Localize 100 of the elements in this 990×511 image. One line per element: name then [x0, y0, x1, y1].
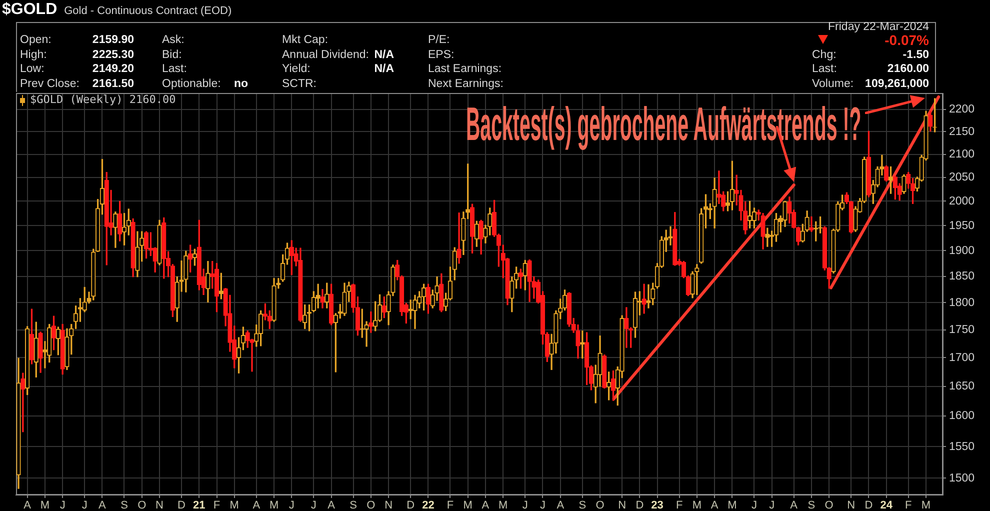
candlestick [809, 216, 814, 232]
x-tick-label: A [482, 500, 490, 511]
x-tick-label: O [824, 500, 834, 511]
y-tick-label: 1950 [949, 220, 975, 232]
candlestick [694, 264, 700, 295]
x-tick-label: O [596, 500, 605, 511]
text: Mkt Cap: [282, 32, 328, 46]
legend-label: $GOLD (Weekly) 2160.00 [30, 93, 176, 106]
candlestick [456, 212, 462, 264]
x-tick-label: S [350, 500, 357, 511]
x-tick-label: F [676, 500, 683, 511]
text: Bid: [162, 48, 182, 62]
text: High: [20, 48, 47, 62]
text: Open: [20, 32, 52, 46]
x-tick-label: 24 [880, 500, 894, 511]
text: -1.50 [902, 48, 929, 62]
x-tick-label: D [406, 500, 415, 511]
x-tick-label: J [769, 500, 775, 511]
text: 2160.00 [887, 62, 929, 76]
text: EPS: [428, 48, 454, 62]
text: 2225.30 [92, 48, 134, 62]
x-tick-label: J [751, 500, 757, 511]
y-tick-label: 2000 [949, 195, 975, 208]
text: Volume: [812, 76, 854, 90]
x-tick-label: A [710, 500, 719, 511]
text: Chg: [812, 48, 836, 62]
y-tick-label: 2100 [949, 148, 975, 160]
x-tick-label: J [288, 500, 294, 511]
text: Low: [20, 62, 44, 76]
x-tick-label: S [808, 500, 816, 511]
y-tick-label: 2150 [949, 126, 975, 138]
x-tick-label: J [540, 500, 546, 511]
text: Annual Dividend: [282, 48, 369, 62]
chart-subtitle: Gold - Continuous Contract (EOD) [64, 5, 232, 17]
x-tick-label: N [847, 500, 856, 511]
y-tick-label: 1900 [949, 244, 975, 257]
y-tick-label: 1800 [949, 296, 975, 309]
x-tick-label: A [790, 500, 798, 511]
text: Yield: [282, 62, 310, 76]
x-tick-label: M [921, 500, 931, 511]
candlestick [646, 284, 651, 308]
candlestick [20, 372, 26, 432]
y-tick-label: 1850 [949, 270, 975, 282]
text: Last: [162, 62, 187, 76]
x-tick-label: M [728, 500, 737, 511]
x-tick-label: D [636, 500, 644, 511]
x-tick-label: M [498, 500, 508, 511]
x-tick-label: 22 [422, 500, 434, 511]
x-tick-label: S [578, 500, 586, 511]
x-tick-label: D [864, 500, 873, 511]
x-tick-label: D [178, 500, 186, 511]
x-tick-label: M [230, 500, 239, 511]
text: 2159.90 [92, 32, 134, 46]
x-tick-label: A [24, 500, 32, 511]
text: Next Earnings: [428, 76, 504, 90]
x-tick-label: F [213, 500, 220, 511]
text: Ask: [162, 32, 184, 46]
x-tick-label: M [463, 500, 472, 511]
y-tick-label: 1750 [949, 324, 975, 336]
y-tick-label: 2200 [949, 104, 975, 116]
text: 2161.50 [92, 76, 134, 90]
candlestick [316, 284, 320, 308]
x-tick-label: F [446, 500, 454, 511]
x-tick-label: O [138, 500, 147, 511]
x-tick-label: M [40, 500, 50, 511]
text: Prev Close: [20, 76, 80, 90]
x-tick-label: N [618, 500, 626, 511]
text: N/A [374, 48, 394, 62]
text: Optionable: [162, 76, 221, 90]
x-tick-label: M [692, 500, 702, 511]
candlestick [642, 284, 646, 314]
text: 109,261,000 [865, 76, 929, 90]
text: Last Earnings: [428, 62, 502, 76]
y-tick-label: 1550 [949, 440, 975, 453]
text: P/E: [428, 32, 450, 46]
text: SCTR: [282, 76, 316, 90]
y-tick-label: 1500 [949, 472, 975, 484]
x-tick-label: J [60, 500, 66, 511]
x-tick-label: J [310, 500, 316, 511]
x-tick-label: J [82, 500, 88, 511]
y-tick-label: 1700 [949, 352, 975, 364]
x-tick-label: J [522, 500, 528, 511]
y-tick-label: 2050 [949, 172, 975, 184]
annotation: Backtest(s) gebrochene Aufwärtstrends !? [466, 97, 862, 150]
x-tick-label: 23 [651, 500, 664, 511]
x-tick-label: A [98, 500, 107, 511]
candlestick [368, 311, 374, 333]
text: N/A [374, 62, 394, 76]
chart-title: $GOLD [2, 1, 58, 19]
y-tick-label: 1600 [949, 410, 975, 422]
text: 2149.20 [92, 62, 134, 76]
text: no [234, 76, 248, 90]
x-tick-label: N [384, 500, 393, 511]
x-tick-label: 21 [193, 500, 206, 511]
x-tick-label: A [556, 500, 565, 511]
x-tick-label: N [156, 500, 164, 511]
text: Last: [812, 62, 837, 76]
x-tick-label: A [328, 500, 336, 511]
y-tick-label: 1650 [949, 380, 975, 393]
x-tick-label: S [120, 500, 128, 511]
